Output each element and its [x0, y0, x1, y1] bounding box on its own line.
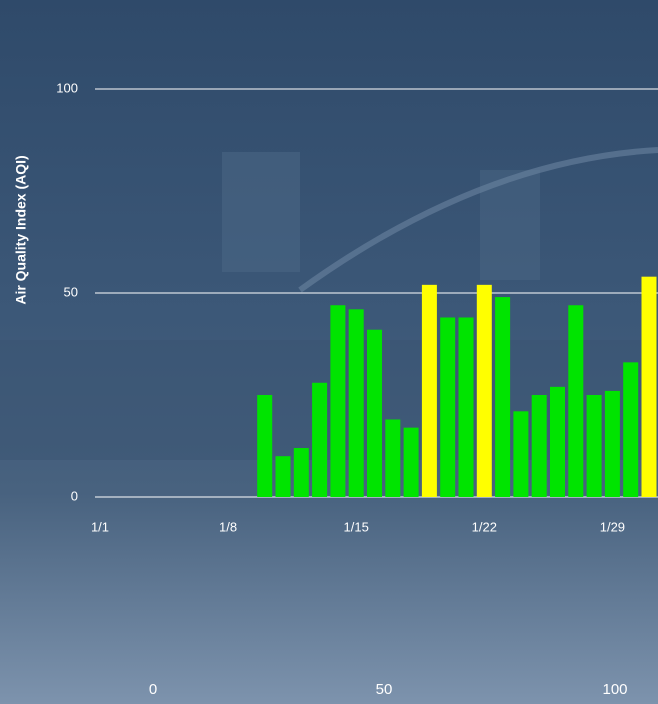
bar	[623, 362, 638, 497]
bar	[477, 285, 492, 497]
building	[222, 152, 300, 272]
bar	[349, 309, 364, 497]
bar	[294, 448, 309, 497]
bar	[440, 317, 455, 497]
bar	[513, 411, 528, 497]
y-axis-label: Air Quality Index (AQI)	[13, 155, 29, 304]
x2-tick-label: 100	[602, 681, 627, 698]
x2-tick-label: 50	[376, 681, 393, 698]
bar	[404, 428, 419, 497]
y-tick-label: 0	[71, 488, 78, 503]
bar	[276, 456, 291, 497]
bar	[495, 297, 510, 497]
bar	[642, 277, 657, 497]
bar	[568, 305, 583, 497]
x-tick-label: 1/22	[472, 519, 497, 534]
bar	[605, 391, 620, 497]
bar	[257, 395, 272, 497]
x2-tick-label: 0	[149, 681, 157, 698]
bar	[532, 395, 547, 497]
bar	[459, 317, 474, 497]
bar	[385, 419, 400, 497]
bar	[422, 285, 437, 497]
bar	[330, 305, 345, 497]
chart: Air Quality Index (AQI) 0 50 100 1/1 1/8 1/15…	[0, 0, 658, 704]
bar	[367, 330, 382, 497]
bar	[312, 383, 327, 497]
y-tick-label: 50	[64, 284, 78, 299]
x-tick-label: 1/8	[219, 519, 237, 534]
x-tick-label: 1/1	[91, 519, 109, 534]
bar	[550, 387, 565, 497]
x-tick-label: 1/15	[344, 519, 369, 534]
y-tick-label: 100	[56, 80, 78, 95]
bar	[587, 395, 602, 497]
x-tick-label: 1/29	[600, 519, 625, 534]
